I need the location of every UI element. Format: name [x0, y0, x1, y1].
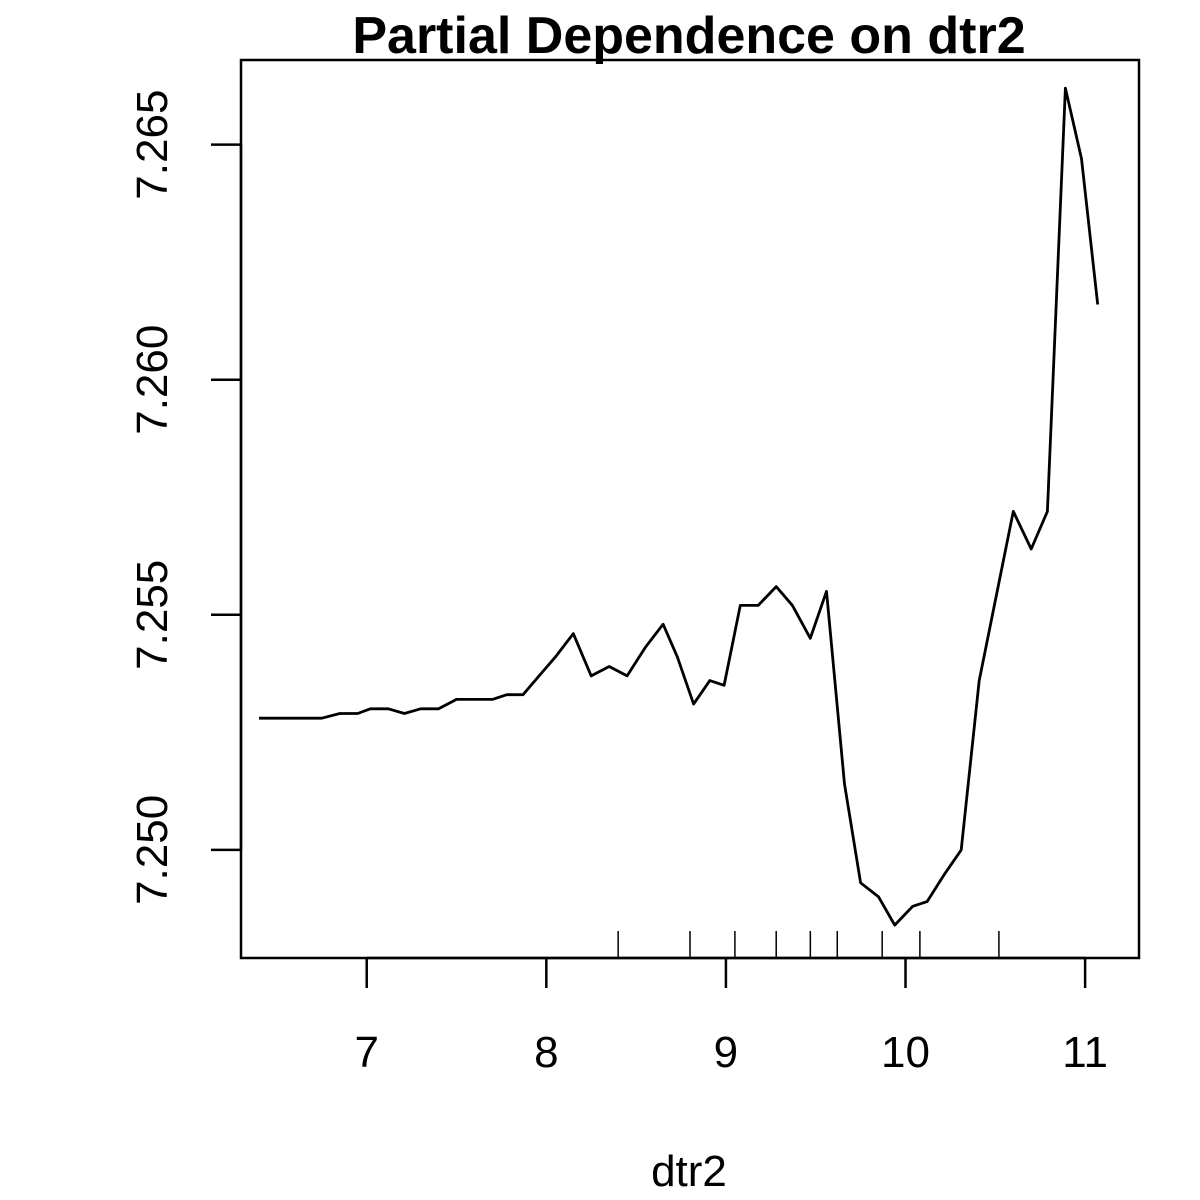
- x-tick-label: 7: [354, 1028, 378, 1077]
- x-tick-label: 8: [534, 1028, 558, 1077]
- y-axis: 7.250 7.255 7.260 7.265: [128, 90, 243, 905]
- y-tick-label: 7.260: [128, 325, 177, 435]
- x-tick-label: 9: [714, 1028, 738, 1077]
- series-line: [259, 86, 1100, 927]
- y-tick-label: 7.255: [128, 560, 177, 670]
- series-layer: [259, 86, 1100, 927]
- rug-marks: [617, 931, 1000, 958]
- chart-title: Partial Dependence on dtr2: [352, 7, 1025, 65]
- x-axis: 7 8 9 10 11: [354, 956, 1108, 1077]
- plot-frame: [239, 58, 1141, 960]
- x-tick-label: 10: [881, 1028, 930, 1077]
- x-axis-label: dtr2: [651, 1147, 727, 1196]
- y-tick-label: 7.250: [128, 795, 177, 905]
- y-tick-label: 7.265: [128, 90, 177, 200]
- x-tick-label: 11: [1062, 1028, 1108, 1077]
